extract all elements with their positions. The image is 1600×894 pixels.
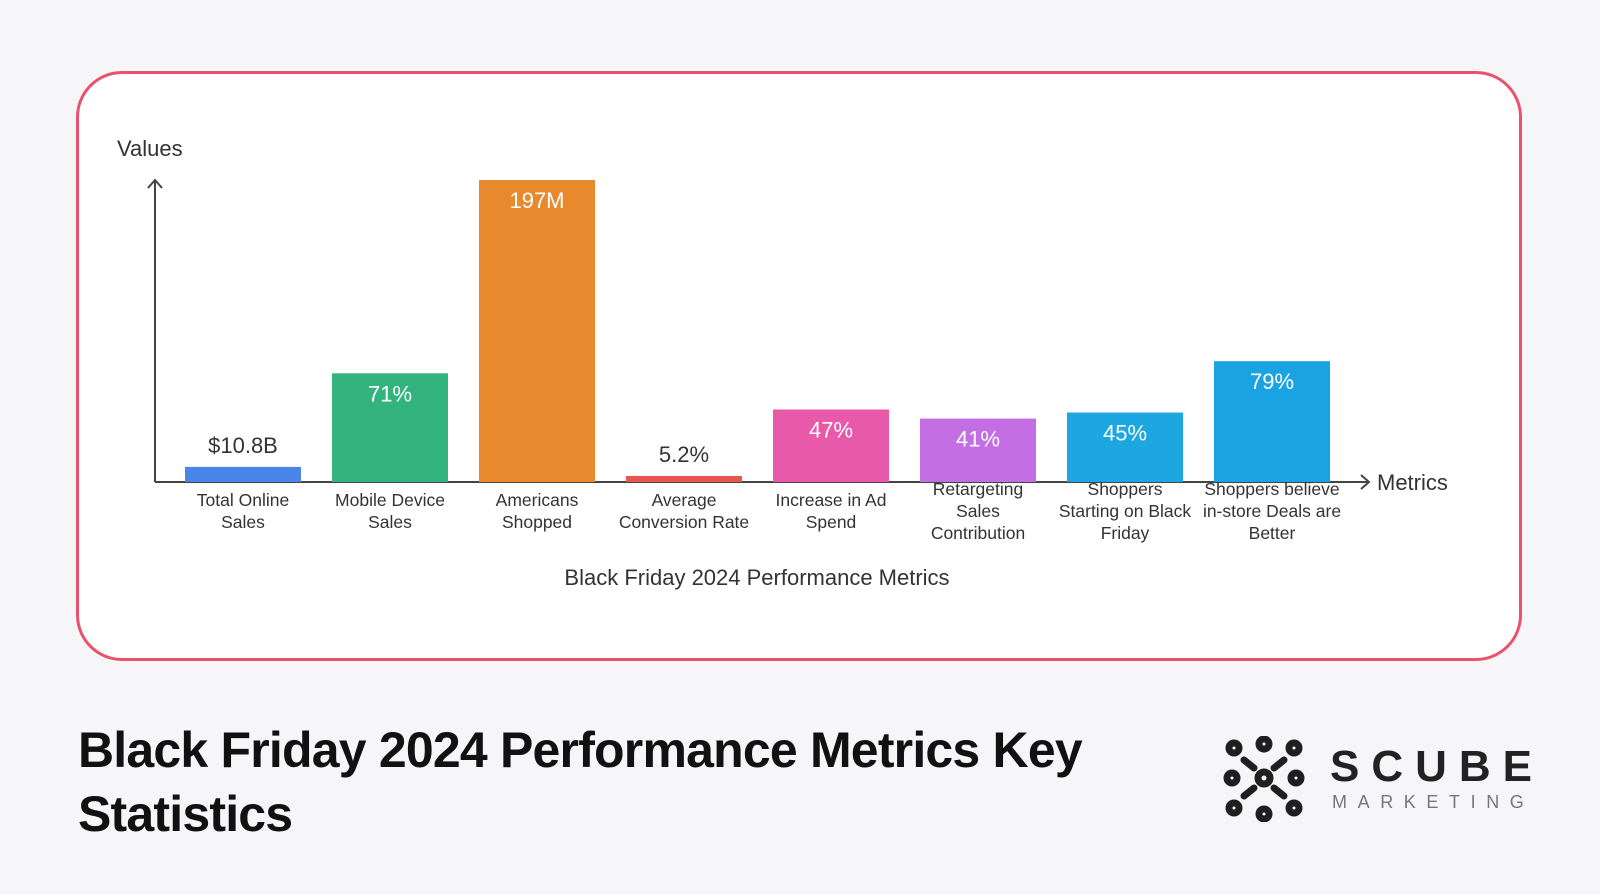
x-tick-label: Spend — [806, 512, 857, 532]
bar-value-label: $10.8B — [208, 433, 278, 458]
x-tick-label: Friday — [1101, 523, 1150, 543]
x-tick-label: Shoppers believe — [1204, 479, 1339, 499]
x-tick-label: Starting on Black — [1059, 501, 1192, 521]
scube-logo-icon — [1223, 736, 1305, 822]
y-axis-arrow — [147, 178, 163, 189]
page-title: Black Friday 2024 Performance Metrics Ke… — [78, 722, 1083, 842]
x-tick-label: Sales — [956, 501, 1000, 521]
x-tick-label: Americans — [496, 490, 579, 510]
x-tick-label: Total Online — [197, 490, 289, 510]
bar-value-label: 197M — [509, 188, 564, 213]
logo-wordmark: SCUBE — [1330, 742, 1545, 791]
x-tick-label: Retargeting — [933, 479, 1023, 499]
x-axis-arrow — [1360, 474, 1371, 490]
bar — [920, 418, 1036, 482]
x-tick-label: Increase in Ad — [776, 490, 887, 510]
bar — [1214, 361, 1330, 482]
bar — [1067, 412, 1183, 482]
bar-value-label: 79% — [1250, 369, 1294, 394]
bar-value-label: 45% — [1103, 421, 1147, 446]
x-tick-label: Better — [1249, 523, 1296, 543]
bar-value-label: 47% — [809, 418, 853, 443]
x-tick-label: Conversion Rate — [619, 512, 749, 532]
chart-title: Black Friday 2024 Performance Metrics — [564, 565, 949, 590]
x-axis-label: Metrics — [1377, 470, 1448, 495]
x-tick-label: Sales — [221, 512, 265, 532]
bar-value-label: 71% — [368, 381, 412, 406]
x-tick-label: Shoppers — [1088, 479, 1163, 499]
bar-value-label: 41% — [956, 427, 1000, 452]
bar — [479, 180, 595, 482]
x-tick-label: Contribution — [931, 523, 1025, 543]
bar — [773, 409, 889, 482]
x-tick-label: Average — [652, 490, 717, 510]
bar-value-label: 5.2% — [659, 442, 709, 467]
chart-card: Values Metrics $10.8B Total Online Sales 71% M… — [76, 71, 1522, 661]
bar — [626, 475, 742, 482]
x-tick-label: in-store Deals are — [1203, 501, 1341, 521]
x-tick-label: Mobile Device — [335, 490, 445, 510]
x-tick-label: Sales — [368, 512, 412, 532]
x-tick-label: Shopped — [502, 512, 572, 532]
bar — [332, 373, 448, 482]
logo-subtitle: MARKETING — [1332, 792, 1535, 812]
scube-logo: SCUBE MARKETING — [1222, 734, 1532, 824]
bar — [185, 466, 301, 482]
y-axis-label: Values — [117, 136, 183, 161]
